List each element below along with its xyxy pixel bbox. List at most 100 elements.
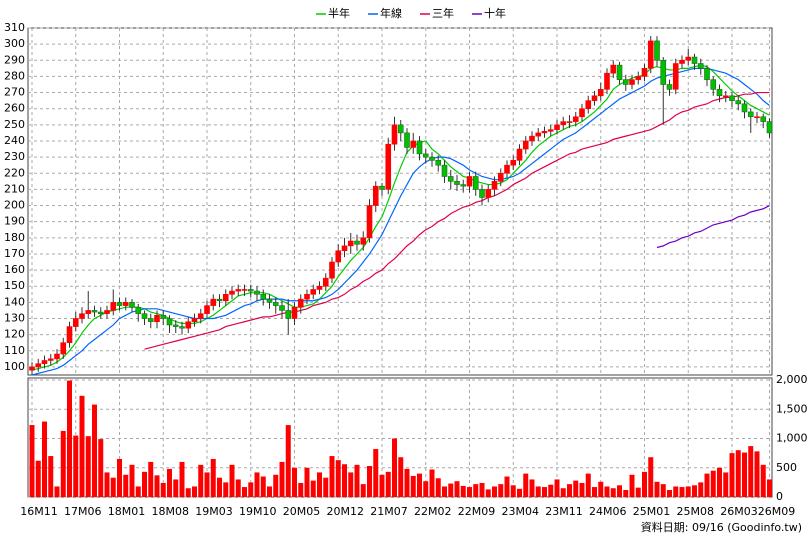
candle-body bbox=[447, 176, 454, 182]
volume-bar bbox=[67, 380, 72, 497]
volume-bar bbox=[398, 457, 404, 497]
volume-bar bbox=[367, 465, 372, 497]
volume-bar bbox=[498, 484, 504, 497]
volume-bar bbox=[748, 446, 754, 497]
candle-body bbox=[85, 310, 92, 314]
candle-body bbox=[229, 290, 235, 295]
y-tick-label: 230 bbox=[4, 150, 25, 163]
volume-bar bbox=[410, 475, 416, 497]
candle-body bbox=[316, 285, 323, 290]
candle-body bbox=[535, 132, 542, 137]
candle-body bbox=[747, 111, 754, 118]
candle-body bbox=[579, 108, 585, 118]
x-tick-label: 26M09 bbox=[758, 505, 796, 518]
y-tick-label: 260 bbox=[4, 102, 25, 115]
volume-bar bbox=[60, 430, 66, 497]
candle-body bbox=[422, 153, 429, 158]
candle-body bbox=[166, 318, 173, 326]
volume-bar bbox=[110, 477, 116, 497]
y-tick-label: 180 bbox=[4, 231, 25, 244]
candle-body bbox=[104, 310, 110, 314]
candle-body bbox=[647, 40, 654, 69]
x-tick-label: 25M08 bbox=[677, 505, 715, 518]
volume-bar bbox=[598, 481, 604, 497]
x-tick-label: 25M01 bbox=[633, 505, 671, 518]
candle-body bbox=[241, 289, 248, 291]
candle-body bbox=[441, 164, 448, 177]
volume-bar bbox=[692, 485, 697, 497]
x-tick-label: 20M05 bbox=[283, 505, 321, 518]
candle-body bbox=[572, 116, 579, 122]
candle-body bbox=[329, 261, 335, 279]
volume-bar bbox=[467, 487, 472, 497]
candle-body bbox=[685, 56, 692, 61]
y-tick-label: 130 bbox=[4, 312, 25, 325]
candle-body bbox=[304, 294, 310, 300]
candle-body bbox=[297, 298, 304, 308]
volume-bar bbox=[742, 452, 747, 497]
candle-body bbox=[735, 100, 742, 105]
volume-bar bbox=[448, 483, 454, 497]
y-tick-label: 120 bbox=[4, 328, 25, 341]
candle-body bbox=[366, 205, 373, 239]
candle-body bbox=[29, 366, 35, 371]
volume-bar bbox=[523, 473, 529, 497]
volume-bar bbox=[529, 479, 535, 497]
y-tick-label: 250 bbox=[4, 118, 25, 131]
candle-body bbox=[372, 185, 379, 206]
x-tick-label: 22M09 bbox=[458, 505, 496, 518]
volume-bar bbox=[29, 425, 35, 497]
candle-body bbox=[691, 56, 698, 64]
candle-body bbox=[397, 124, 404, 134]
volume-bar bbox=[710, 470, 716, 497]
volume-bar bbox=[542, 487, 547, 497]
y-tick-label: 190 bbox=[4, 215, 25, 228]
candle-body bbox=[354, 240, 360, 245]
volume-bar bbox=[654, 481, 660, 497]
candle-body bbox=[547, 129, 554, 132]
volume-tick-label: 1,500 bbox=[776, 402, 808, 415]
candle-body bbox=[222, 294, 229, 302]
volume-bar bbox=[629, 474, 635, 497]
volume-tick-label: 0 bbox=[776, 490, 783, 503]
candle-body bbox=[335, 250, 342, 263]
volume-bar bbox=[754, 451, 760, 497]
candle-body bbox=[260, 294, 267, 300]
volume-bar bbox=[242, 487, 247, 497]
volume-bar bbox=[148, 461, 154, 497]
volume-bar bbox=[554, 479, 560, 497]
volume-bar bbox=[48, 456, 54, 497]
volume-bar bbox=[260, 476, 266, 497]
candle-body bbox=[54, 353, 60, 360]
volume-bar bbox=[179, 461, 185, 497]
candle-body bbox=[716, 89, 723, 97]
candle-body bbox=[622, 79, 629, 85]
candle-body bbox=[135, 306, 142, 314]
candle-body bbox=[310, 289, 317, 295]
y-tick-label: 280 bbox=[4, 69, 25, 82]
candle-body bbox=[591, 95, 598, 101]
candle-body bbox=[654, 40, 660, 61]
candle-body bbox=[541, 130, 548, 134]
volume-bar bbox=[267, 486, 272, 497]
legend-label: 三年 bbox=[432, 6, 454, 20]
volume-bar bbox=[760, 464, 766, 497]
candle-body bbox=[466, 176, 473, 187]
volume-tick-label: 500 bbox=[776, 461, 797, 474]
candle-body bbox=[660, 59, 667, 85]
volume-bar bbox=[623, 489, 629, 497]
volume-bar bbox=[185, 488, 191, 497]
volume-bar bbox=[167, 468, 172, 497]
volume-bar bbox=[54, 486, 60, 497]
volume-bar bbox=[217, 477, 222, 497]
volume-bar bbox=[735, 450, 741, 497]
candle-body bbox=[741, 103, 748, 113]
candle-body bbox=[616, 64, 623, 80]
volume-bar bbox=[667, 489, 672, 497]
candle-body bbox=[91, 310, 98, 313]
y-tick-label: 290 bbox=[4, 53, 25, 66]
candle-body bbox=[766, 121, 773, 134]
x-tick-label: 18M01 bbox=[108, 505, 146, 518]
candle-body bbox=[47, 358, 54, 361]
